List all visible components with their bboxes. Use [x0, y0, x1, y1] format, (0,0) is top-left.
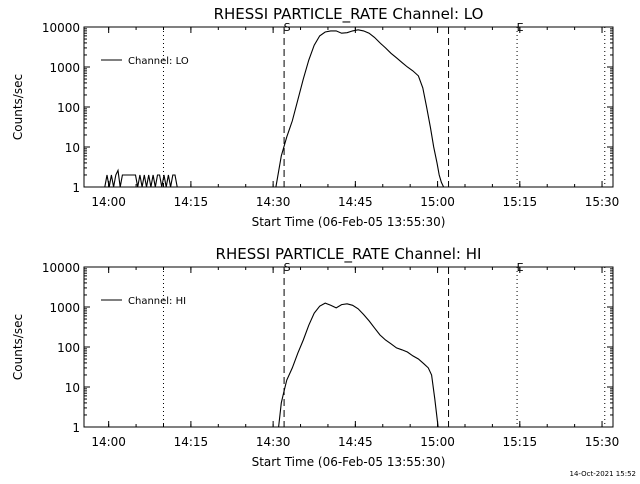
- legend-label-1: Channel: HI: [128, 296, 186, 307]
- chart-title-0: RHESSI PARTICLE_RATE Channel: LO: [214, 5, 484, 24]
- y-axis-label-0: Counts/sec: [11, 74, 25, 140]
- vline-marker-label: S: [284, 21, 291, 34]
- x-tick-label: 15:15: [503, 195, 538, 209]
- y-tick-label: 10: [65, 381, 80, 395]
- series-line-1-0: [278, 302, 439, 428]
- y-tick-label: 1000: [49, 301, 80, 315]
- x-tick-label: 14:15: [174, 435, 209, 449]
- x-tick-label: 14:45: [338, 195, 373, 209]
- y-axis-label-1: Counts/sec: [11, 314, 25, 380]
- x-tick-label: 15:15: [503, 435, 538, 449]
- timestamp-label: 14-Oct-2021 15:52: [570, 470, 636, 478]
- x-tick-label: 14:15: [174, 195, 209, 209]
- y-tick-label: 1: [72, 421, 80, 435]
- y-tick-label: 1: [72, 181, 80, 195]
- vline-marker-label: E: [517, 21, 524, 34]
- y-tick-label: 10: [65, 141, 80, 155]
- y-tick-label: 100: [57, 101, 80, 115]
- x-tick-label: 14:00: [91, 195, 126, 209]
- x-axis-label-1: Start Time (06-Feb-05 13:55:30): [252, 455, 446, 469]
- x-tick-label: 14:00: [91, 435, 126, 449]
- x-axis-label-0: Start Time (06-Feb-05 13:55:30): [252, 215, 446, 229]
- y-tick-label: 100: [57, 341, 80, 355]
- y-tick-label: 10000: [42, 21, 80, 35]
- x-tick-label: 15:00: [420, 435, 455, 449]
- chart-title-1: RHESSI PARTICLE_RATE Channel: HI: [216, 245, 482, 264]
- y-tick-label: 1000: [49, 61, 80, 75]
- x-tick-label: 15:00: [420, 195, 455, 209]
- vline-marker-label: E: [517, 261, 524, 274]
- vline-marker-label: S: [284, 261, 291, 274]
- x-tick-label: 14:30: [256, 435, 291, 449]
- x-tick-label: 15:30: [585, 195, 620, 209]
- series-line-0-0: [104, 168, 178, 188]
- y-tick-label: 10000: [42, 261, 80, 275]
- x-tick-label: 15:30: [585, 435, 620, 449]
- x-tick-label: 14:45: [338, 435, 373, 449]
- legend-label-0: Channel: LO: [128, 56, 189, 67]
- x-tick-label: 14:30: [256, 195, 291, 209]
- series-line-0-1: [275, 29, 445, 188]
